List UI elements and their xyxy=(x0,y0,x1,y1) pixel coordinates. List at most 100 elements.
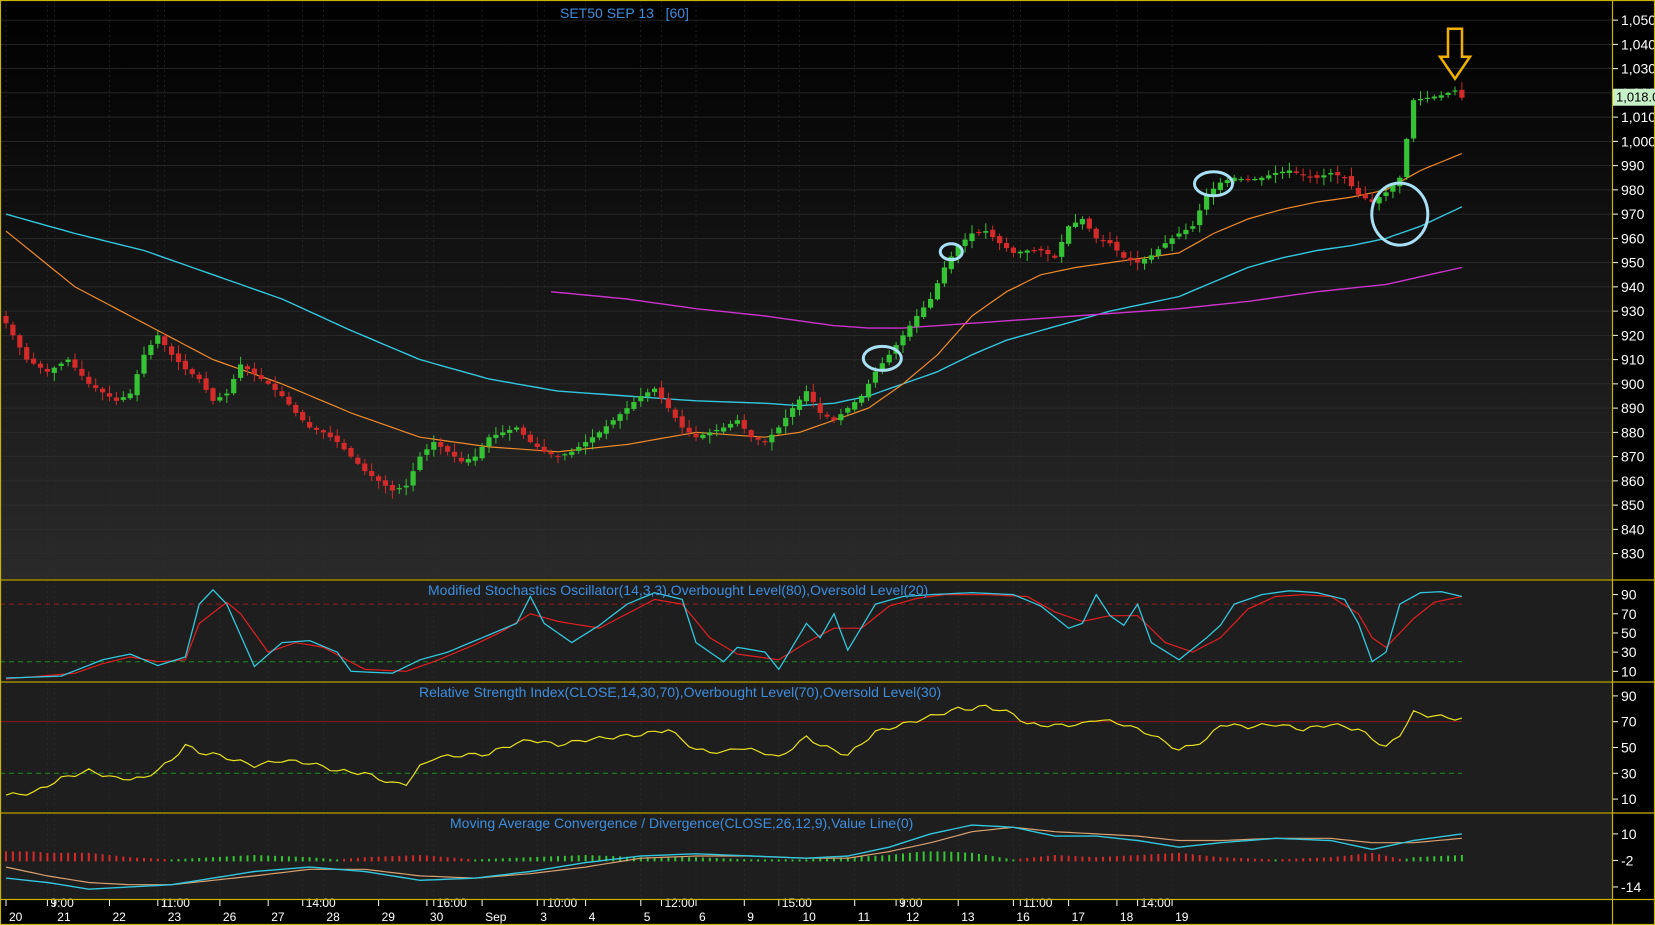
candle xyxy=(141,346,147,378)
price-y-tick-label: 890 xyxy=(1621,400,1645,416)
x-tick-label: 18 xyxy=(1120,910,1134,924)
candle xyxy=(1086,216,1092,232)
candle xyxy=(465,453,471,467)
candle xyxy=(182,354,188,376)
candle xyxy=(1017,249,1023,259)
candle xyxy=(341,439,347,452)
x-tick-label: Sep xyxy=(485,910,507,924)
candle xyxy=(1369,192,1375,205)
stochastic-y-tick-label: 10 xyxy=(1621,663,1637,679)
candle xyxy=(617,411,623,429)
candle xyxy=(162,333,168,352)
candle xyxy=(44,363,50,377)
candle xyxy=(748,428,754,442)
candle xyxy=(831,415,837,424)
candle xyxy=(610,417,616,429)
candle xyxy=(1286,162,1292,179)
candle xyxy=(293,402,299,417)
candle xyxy=(1059,234,1065,263)
x-tick-label: 9 xyxy=(747,910,754,924)
price-chart-title: SET50 SEP 13 [60] xyxy=(560,5,689,21)
candle xyxy=(1190,220,1196,233)
price-panel-bg xyxy=(0,0,1612,579)
stochastic-y-tick-label: 50 xyxy=(1621,625,1637,641)
candle xyxy=(1355,180,1361,198)
candle xyxy=(1093,226,1099,244)
candle xyxy=(569,448,575,458)
candle xyxy=(417,452,423,472)
candle xyxy=(507,425,513,441)
candle xyxy=(997,233,1003,251)
candle xyxy=(1010,245,1016,258)
price-gridlines xyxy=(0,0,1612,579)
candle xyxy=(796,396,803,416)
rsi-panel[interactable]: Relative Strength Index(CLOSE,14,30,70),… xyxy=(0,683,1612,812)
candle xyxy=(1252,176,1258,182)
candle xyxy=(1038,245,1044,257)
candle xyxy=(307,416,313,430)
candle xyxy=(658,380,665,404)
candle xyxy=(17,333,23,356)
candle xyxy=(1307,169,1313,183)
candle xyxy=(900,330,906,353)
rsi-y-tick-label: 10 xyxy=(1621,791,1637,807)
macd-line xyxy=(5,824,1462,890)
macd-panel[interactable]: Moving Average Convergence / Divergence(… xyxy=(0,814,1612,899)
candle xyxy=(907,320,913,342)
rsi-y-tick-label: 70 xyxy=(1621,714,1637,730)
candle xyxy=(921,300,927,320)
x-tick-label: 13 xyxy=(961,910,975,924)
candle xyxy=(258,367,264,382)
x-tick-label: 26 xyxy=(223,910,237,924)
stochastic-d-line xyxy=(5,593,1463,680)
price-panel[interactable]: SET50 SEP 13 [60] xyxy=(0,0,1612,579)
candle xyxy=(300,409,306,423)
rsi-panel-bg xyxy=(0,683,1612,812)
price-y-tick-label: 860 xyxy=(1621,473,1645,489)
x-tick-label: 21 xyxy=(57,910,71,924)
candlesticks xyxy=(3,82,1465,499)
candle xyxy=(72,353,78,371)
candle xyxy=(1314,171,1320,184)
price-y-tick-label: 950 xyxy=(1621,255,1645,271)
stochastic-panel-bg xyxy=(0,581,1612,681)
x-tick-label: 14:00 xyxy=(306,896,336,910)
down-arrow-icon xyxy=(1437,27,1473,81)
stochastic-panel[interactable]: Modified Stochastics Oscillator(14,3,3),… xyxy=(0,581,1612,681)
highlight-circle xyxy=(861,344,903,372)
highlight-circle xyxy=(1370,181,1430,247)
x-tick-label: 11:00 xyxy=(161,896,190,910)
candle xyxy=(721,422,727,434)
candle xyxy=(231,374,237,396)
highlight-circle xyxy=(1193,170,1234,198)
candle xyxy=(679,409,685,436)
candle xyxy=(1100,234,1106,248)
candle xyxy=(382,475,389,494)
candle xyxy=(1383,187,1389,202)
candle xyxy=(1321,168,1327,186)
price-y-tick-label: 900 xyxy=(1621,376,1645,392)
candle xyxy=(189,367,195,378)
price-y-tick-label: 990 xyxy=(1621,158,1645,174)
stochastic-title: Modified Stochastics Oscillator(14,3,3),… xyxy=(428,582,928,598)
candle xyxy=(376,474,382,489)
price-y-tick-label: 1,010 xyxy=(1621,109,1655,125)
candle xyxy=(3,311,9,329)
candle xyxy=(1445,91,1451,98)
stochastic-y-tick-label: 70 xyxy=(1621,606,1637,622)
candle xyxy=(1121,250,1127,262)
candle xyxy=(210,386,216,405)
moving-average-long xyxy=(551,266,1463,329)
x-tick-label: 16 xyxy=(1016,910,1030,924)
candle xyxy=(948,251,954,274)
candle xyxy=(224,389,230,403)
candle xyxy=(624,401,630,421)
candle xyxy=(1328,168,1334,183)
candle xyxy=(134,369,140,402)
candle xyxy=(410,462,416,492)
candle xyxy=(472,448,478,466)
candle xyxy=(734,414,740,427)
candle xyxy=(520,424,527,439)
price-y-tick-label: 930 xyxy=(1621,303,1645,319)
